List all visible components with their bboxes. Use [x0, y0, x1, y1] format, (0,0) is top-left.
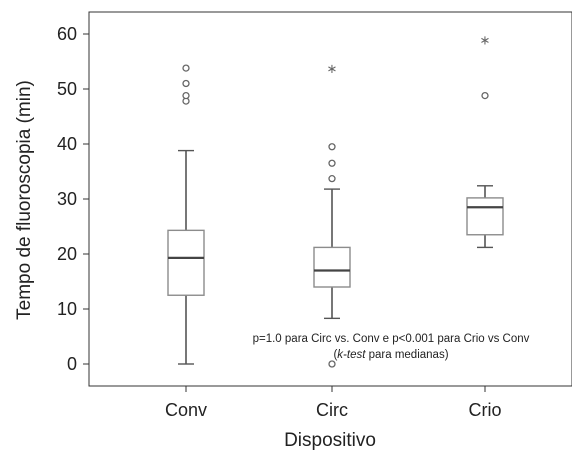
outlier-point: [328, 174, 336, 183]
x-tick-label: Circ: [316, 400, 348, 420]
outlier-point: [328, 143, 336, 151]
box-group-crio: ∗: [466, 34, 504, 249]
outlier-point: [182, 79, 190, 88]
box-series: ∗∗: [167, 34, 504, 368]
y-tick-label: 60: [57, 24, 77, 44]
box-group-circ: ∗: [313, 62, 351, 368]
y-tick-label: 40: [57, 134, 77, 154]
box-iqr: [313, 246, 351, 288]
outlier-point: [328, 360, 336, 368]
x-tick-label: Conv: [165, 400, 207, 420]
extreme-point: ∗: [327, 62, 338, 77]
y-tick-label: 0: [67, 354, 77, 374]
annotation-rest: para medianas): [365, 349, 448, 361]
outlier-point: [182, 91, 190, 100]
y-tick-label: 30: [57, 189, 77, 209]
y-axis-title: Tempo de fluoroscopia (min): [14, 80, 35, 320]
annotation-open: (: [333, 349, 337, 361]
x-axis-title: Dispositivo: [284, 430, 376, 451]
annotation-k-test: k-test: [337, 349, 366, 361]
outlier-point: [481, 91, 489, 100]
annotation-line-2: (k-test para medianas): [333, 349, 448, 361]
annotation-line-1: p=1.0 para Circ vs. Conv e p<0.001 para …: [253, 333, 530, 345]
x-axis: Conv Circ Crio: [165, 386, 502, 420]
outlier-point: [182, 64, 190, 72]
outlier-point: [328, 159, 336, 167]
y-tick-label: 20: [57, 244, 77, 264]
y-axis: 0 10 20 30 40 50 60: [57, 24, 89, 374]
box-group-conv: [167, 64, 205, 365]
y-tick-label: 10: [57, 299, 77, 319]
x-tick-label: Crio: [468, 400, 501, 420]
box-iqr: [466, 197, 504, 236]
extreme-point: ∗: [480, 34, 491, 49]
box-iqr: [167, 229, 205, 296]
y-tick-label: 50: [57, 79, 77, 99]
